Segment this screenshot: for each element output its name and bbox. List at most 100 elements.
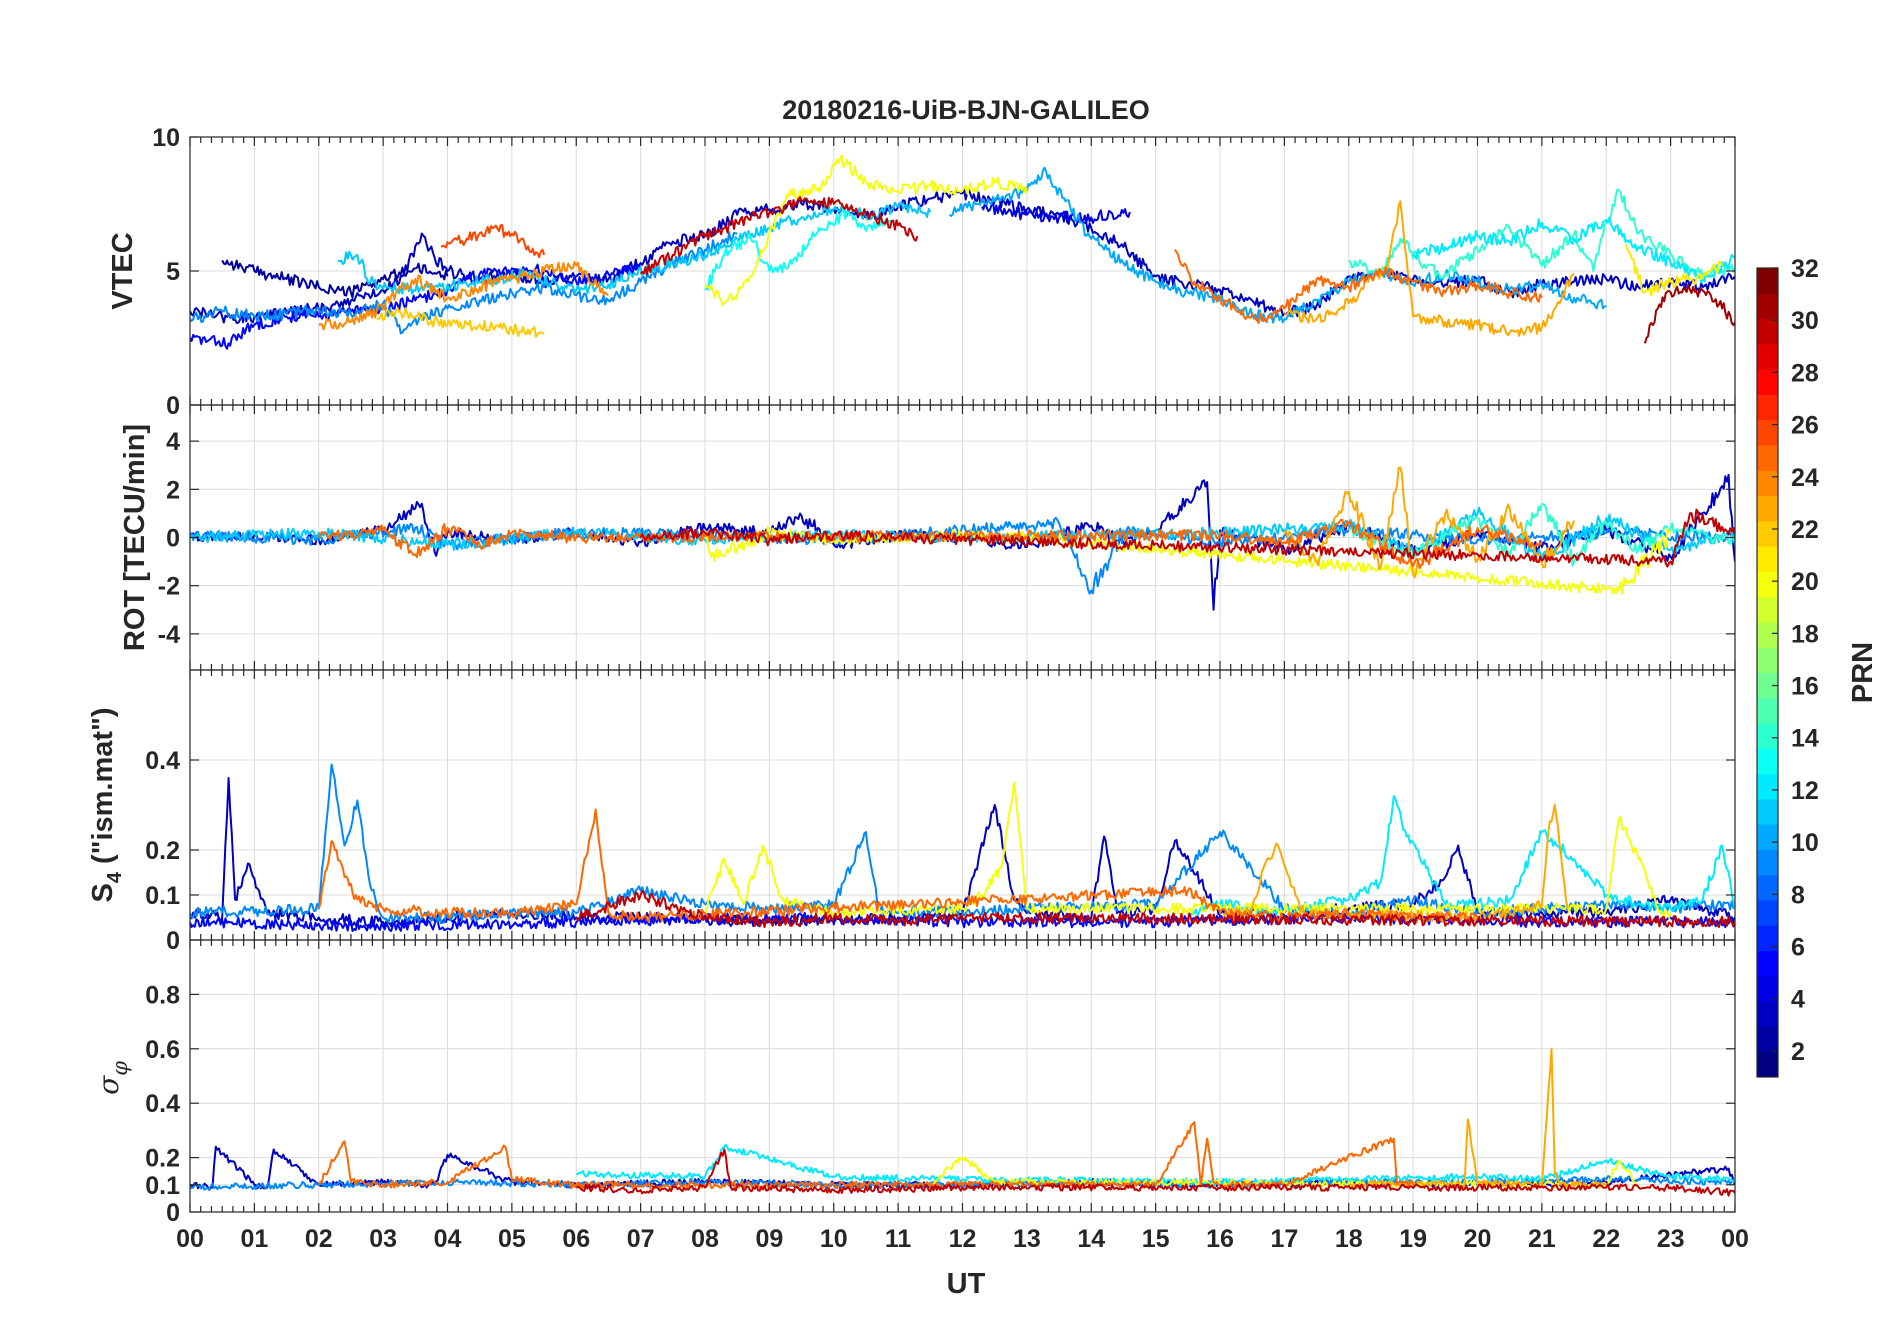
y-tick-label: -2 (158, 573, 180, 601)
y-tick-label: 4 (166, 428, 180, 456)
x-tick-label: 21 (1528, 1225, 1556, 1253)
series-line-prn-20 (704, 154, 1028, 307)
colorbar-segment (1757, 874, 1778, 901)
x-tick-label: 13 (1013, 1225, 1041, 1253)
y-tick-label: 0 (166, 392, 180, 420)
y-tick-label: 5 (166, 258, 180, 286)
colorbar-segment (1757, 394, 1778, 421)
x-tick-label: 01 (240, 1225, 268, 1253)
y-axis-label: VTEC (107, 232, 139, 309)
colorbar-segment (1757, 647, 1778, 673)
series-line-prn-9 (190, 231, 738, 335)
x-tick-label: 09 (755, 1225, 783, 1253)
y-tick-label: 0 (166, 927, 180, 955)
colorbar-segment (1757, 723, 1778, 749)
x-tick-label: 03 (369, 1225, 397, 1253)
colorbar-segment (1757, 1026, 1778, 1053)
colorbar-segment (1757, 1001, 1778, 1027)
colorbar-tick-label: 18 (1791, 620, 1819, 648)
series-line-prn-9 (190, 763, 1735, 924)
panel-vtec: 0 5 10 VTEC (107, 124, 1736, 420)
colorbar-segment (1757, 621, 1778, 648)
colorbar-tick-label: 28 (1791, 359, 1819, 387)
x-tick-label: 20 (1464, 1225, 1492, 1253)
series-line-prn-13 (704, 207, 893, 291)
panel-sigma: 00.10.2 0.4 0.6 0.8 σφ (92, 939, 1736, 1227)
x-tick-label: 00 (1721, 1225, 1749, 1253)
colorbar-segment (1757, 293, 1778, 320)
series-line-prn-25 (317, 518, 1543, 570)
x-tick-label: 06 (562, 1225, 590, 1253)
colorbar-segment (1757, 470, 1778, 497)
series-line-prn-23 (1348, 1047, 1607, 1189)
x-tick-label: 14 (1077, 1225, 1105, 1253)
colorbar-box (1756, 267, 1779, 1078)
x-tick-label: 23 (1657, 1225, 1685, 1253)
series-line-prn-12 (1186, 795, 1735, 918)
series-line-prn-26 (440, 224, 546, 259)
colorbar-tick-label: 8 (1791, 881, 1805, 909)
colorbar-segment (1757, 520, 1778, 547)
x-axis-tick-labels: 00 01 02 03 04 05 06 07 08 09 10 11 12 13 14 15 16 17 18 19… (176, 1225, 1749, 1253)
series-line-prn-31 (1643, 283, 1735, 344)
x-tick-label: 16 (1206, 1225, 1234, 1253)
x-axis-label: UT (947, 1268, 986, 1300)
x-tick-label: 22 (1592, 1225, 1620, 1253)
y-tick-label: 0.2 (145, 837, 180, 865)
panel-s4: 0 0.1 0.2 0.4 S4 ("ism.mat") (87, 669, 1736, 955)
colorbar-tick-label: 12 (1791, 777, 1819, 805)
colorbar-segment (1757, 369, 1778, 395)
y-tick-label: 0.4 (145, 747, 180, 775)
colorbar-tick-label: 20 (1791, 568, 1819, 596)
colorbar-segment (1757, 950, 1778, 977)
series-group (190, 466, 1735, 611)
colorbar-tick-label: 4 (1791, 986, 1805, 1014)
y-tick-label: -4 (158, 621, 180, 649)
colorbar-segment (1757, 419, 1778, 446)
series-group (190, 154, 1735, 350)
colorbar-segment (1757, 697, 1778, 724)
colorbar-segment (1757, 571, 1778, 598)
series-line-prn-23 (1284, 200, 1575, 337)
x-tick-label: 08 (691, 1225, 719, 1253)
colorbar-segment (1757, 925, 1778, 952)
x-tick-label: 04 (434, 1225, 462, 1253)
series-line-prn-12 (1412, 216, 1735, 284)
colorbar-segment (1757, 748, 1778, 775)
y-axis-label: ROT [TECU/min] (119, 424, 151, 651)
series-line-prn-30 (639, 508, 1735, 568)
colorbar-segment (1757, 343, 1778, 370)
series-line-prn-25 (317, 1121, 1415, 1190)
x-tick-label: 15 (1142, 1225, 1170, 1253)
x-tick-label: 12 (949, 1225, 977, 1253)
x-tick-label: 10 (820, 1225, 848, 1253)
x-tick-label: 02 (305, 1225, 333, 1253)
colorbar-segment (1757, 546, 1778, 572)
y-tick-label: 0.8 (145, 981, 180, 1009)
colorbar-tick-label: 16 (1791, 673, 1819, 701)
colorbar-segment (1757, 672, 1778, 699)
colorbar-tick-label: 10 (1791, 829, 1819, 857)
x-tick-label: 18 (1335, 1225, 1363, 1253)
y-tick-label: 0 (166, 525, 180, 553)
series-line-prn-21 (1624, 243, 1724, 297)
colorbar-segment (1757, 268, 1778, 294)
series-line-prn-30 (575, 889, 1735, 928)
x-tick-label: 07 (627, 1225, 655, 1253)
colorbar-segment (1757, 824, 1778, 850)
series-line-prn-30 (576, 1148, 1735, 1197)
series-line-prn-14 (1348, 188, 1735, 283)
series-group (190, 1047, 1735, 1197)
y-tick-label: 0.4 (145, 1090, 180, 1118)
y-tick-label: 0 (166, 1199, 180, 1227)
y-tick-label: 0.1 (145, 882, 180, 910)
colorbar-tick-label: 22 (1791, 516, 1819, 544)
series-line-prn-2 (221, 259, 449, 299)
colorbar-segment (1757, 495, 1778, 522)
y-tick-label: 0.6 (145, 1036, 180, 1064)
colorbar-tick-label: 24 (1791, 464, 1819, 492)
series-group (190, 763, 1735, 932)
y-tick-label: 0.1 (145, 1172, 180, 1200)
